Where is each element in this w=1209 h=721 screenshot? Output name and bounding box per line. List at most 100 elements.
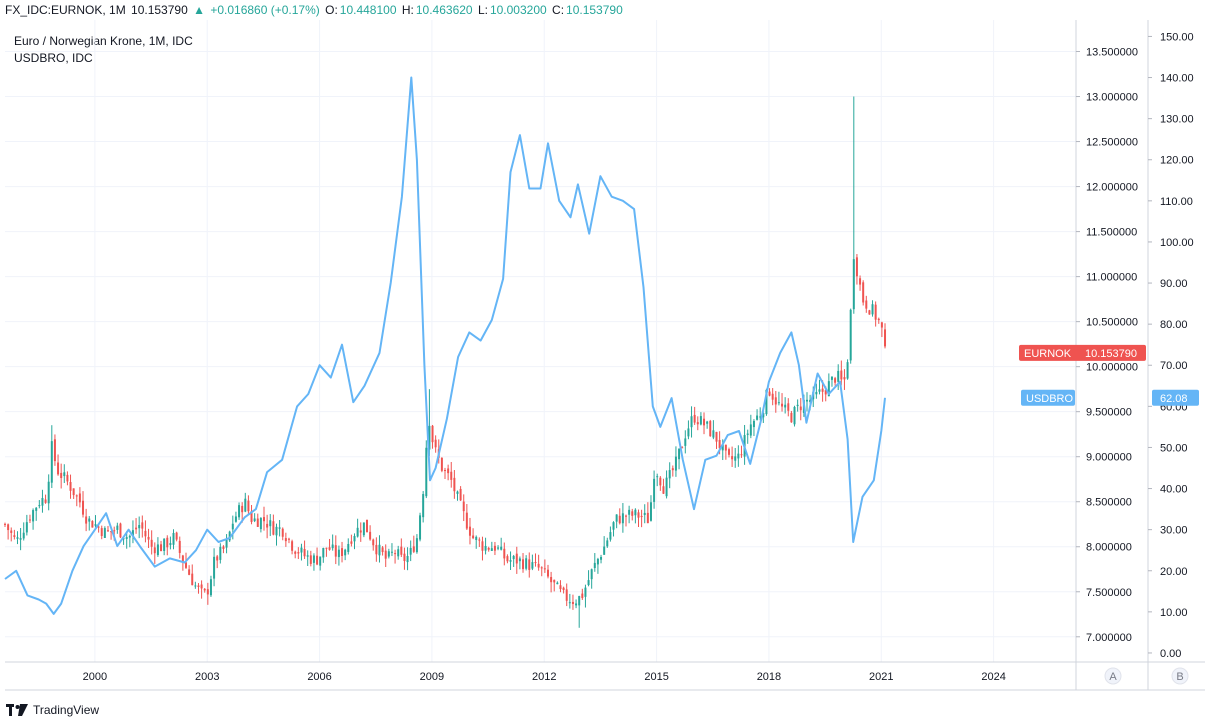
- candle-body: [216, 556, 219, 561]
- axis-a-button-label: A: [1109, 671, 1117, 683]
- candle-body: [696, 422, 699, 425]
- candle-body: [91, 521, 94, 528]
- candle-body: [450, 471, 453, 480]
- candle-body: [247, 500, 250, 512]
- candle-body: [88, 518, 91, 522]
- candle-body: [316, 555, 319, 565]
- candle-body: [522, 559, 525, 570]
- candle-body: [312, 555, 315, 563]
- candle-body: [727, 449, 730, 455]
- candle-body: [681, 447, 684, 449]
- axis-a-tick-label: 11.500000: [1086, 227, 1137, 239]
- candle-body: [344, 549, 347, 556]
- axis-a-tick-label: 12.500000: [1086, 137, 1138, 149]
- candle-body: [771, 393, 774, 400]
- axis-b-tick-label: 90.00: [1160, 278, 1188, 290]
- candle-body: [568, 602, 571, 604]
- candle-body: [559, 585, 562, 590]
- axis-b-tick-label: 120.00: [1160, 155, 1194, 167]
- candle-body: [562, 587, 565, 591]
- candle-body: [41, 497, 44, 506]
- candle-body: [359, 530, 362, 533]
- candle-body: [777, 402, 780, 404]
- candle-body: [97, 526, 100, 528]
- eurnok-tag-value: 10.153790: [1085, 348, 1137, 360]
- legend-main-series[interactable]: Euro / Norwegian Krone, 1M, IDC: [14, 34, 193, 48]
- candle-body: [506, 556, 509, 562]
- candle-body: [428, 425, 431, 450]
- candle-body: [475, 536, 478, 540]
- candle-body: [266, 523, 269, 528]
- candle-body: [325, 547, 328, 549]
- candle-body: [884, 329, 887, 347]
- axis-a-tick-label: 13.000000: [1086, 92, 1138, 104]
- candle-body: [456, 491, 459, 494]
- candle-body: [25, 522, 28, 533]
- candle-body: [7, 524, 10, 531]
- symbol-title[interactable]: FX_IDC:EURNOK, 1M: [5, 3, 126, 17]
- candle-body: [409, 547, 412, 555]
- change-up-arrow-icon: ▲: [193, 3, 205, 17]
- candle-body: [191, 573, 194, 586]
- candle-body: [38, 505, 41, 507]
- candle-body: [809, 399, 812, 402]
- candle-body: [646, 512, 649, 524]
- candle-body: [10, 530, 13, 533]
- candle-body: [731, 456, 734, 460]
- candle-body: [855, 257, 858, 277]
- candle-body: [362, 522, 365, 536]
- time-axis-tick-label: 2024: [981, 671, 1005, 683]
- candle-body: [444, 470, 447, 472]
- candle-body: [674, 456, 677, 471]
- axis-b-tick-label: 110.00: [1160, 196, 1193, 208]
- candle-body: [341, 548, 344, 557]
- time-axis[interactable]: 2000 2003 2006 2009 2012 2015 2018 2021 2024: [83, 671, 1006, 683]
- candle-body: [830, 376, 833, 380]
- candle-body: [106, 530, 109, 532]
- price-change: +0.016860 (+0.17%): [210, 3, 320, 17]
- tradingview-footer[interactable]: TradingView: [6, 701, 99, 719]
- candle-body: [468, 526, 471, 536]
- candle-body: [35, 507, 38, 511]
- candle-body: [337, 549, 340, 558]
- tradingview-brand: TradingView: [33, 703, 100, 717]
- price-axis-b[interactable]: 150.00 140.00 130.00 120.00 110.00 100.00 90.0…: [1148, 31, 1194, 660]
- candle-body: [843, 377, 846, 380]
- axis-a-tick-label: 8.500000: [1086, 497, 1132, 509]
- legend-overlay-series[interactable]: USDBRO, IDC: [14, 51, 93, 65]
- candle-body: [653, 478, 656, 502]
- time-axis-tick-label: 2006: [307, 671, 331, 683]
- candle-body: [615, 514, 618, 522]
- high-label: H:: [401, 3, 414, 17]
- candle-body: [721, 444, 724, 451]
- candle-body: [381, 547, 384, 553]
- price-axis-a[interactable]: 13.500000 13.000000 12.500000 12.000000 11.5…: [1076, 47, 1138, 644]
- axis-a-tick-label: 11.000000: [1086, 272, 1137, 284]
- candle-body: [546, 569, 549, 577]
- axis-b-button-label: B: [1176, 671, 1183, 683]
- axis-b-button[interactable]: [1171, 667, 1189, 685]
- candle-body: [281, 528, 284, 537]
- candle-body: [272, 521, 275, 535]
- candle-body: [799, 406, 802, 411]
- time-axis-tick-label: 2021: [869, 671, 893, 683]
- candle-body: [63, 472, 66, 477]
- candle-body: [765, 389, 768, 415]
- candle-body: [53, 439, 56, 462]
- candle-body: [403, 553, 406, 561]
- candle-body: [796, 404, 799, 407]
- axis-a-button[interactable]: [1104, 667, 1122, 685]
- candle-body: [806, 399, 809, 402]
- candle-body: [590, 569, 593, 580]
- candle-body: [862, 282, 865, 303]
- last-price: 10.153790: [131, 3, 188, 17]
- time-axis-tick-label: 2000: [83, 671, 107, 683]
- candle-body: [75, 495, 78, 497]
- candle-body: [459, 488, 462, 501]
- candle-body: [47, 481, 50, 504]
- usdbro-label-tag: [1021, 389, 1075, 406]
- candle-body: [756, 415, 759, 420]
- candle-body: [440, 457, 443, 471]
- candle-body: [82, 500, 85, 515]
